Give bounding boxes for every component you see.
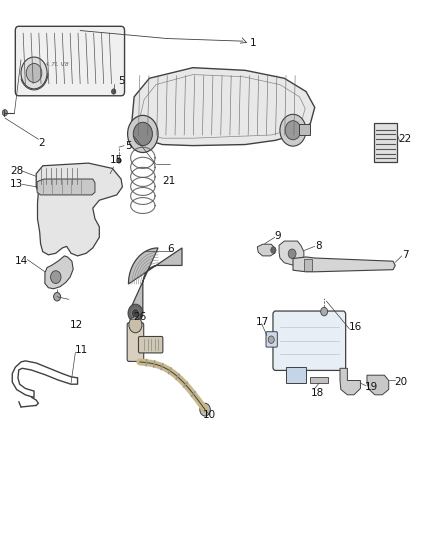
Text: 22: 22 (399, 134, 412, 144)
Polygon shape (293, 257, 395, 272)
FancyBboxPatch shape (374, 123, 397, 161)
FancyBboxPatch shape (266, 332, 277, 347)
Text: 4.7L V8: 4.7L V8 (45, 62, 69, 67)
Circle shape (128, 304, 143, 322)
Text: 13: 13 (10, 179, 23, 189)
Text: 7: 7 (402, 250, 408, 260)
FancyBboxPatch shape (138, 336, 163, 353)
Text: 28: 28 (10, 166, 23, 176)
Text: 6: 6 (168, 244, 174, 254)
Circle shape (321, 308, 328, 316)
Text: 9: 9 (275, 231, 281, 241)
Text: 20: 20 (394, 376, 407, 386)
Polygon shape (128, 248, 182, 313)
FancyBboxPatch shape (299, 124, 310, 135)
Circle shape (129, 317, 142, 333)
Text: 21: 21 (162, 175, 176, 185)
Text: 26: 26 (133, 312, 146, 322)
FancyBboxPatch shape (304, 259, 312, 271)
Circle shape (26, 63, 42, 83)
Polygon shape (367, 375, 389, 395)
Text: 10: 10 (202, 410, 215, 420)
Circle shape (200, 403, 210, 416)
Circle shape (133, 122, 152, 146)
Polygon shape (257, 244, 275, 256)
Circle shape (53, 293, 60, 301)
Circle shape (285, 120, 301, 140)
Circle shape (268, 336, 274, 343)
Polygon shape (279, 241, 304, 265)
Circle shape (50, 271, 61, 284)
Polygon shape (37, 179, 95, 195)
Polygon shape (45, 256, 73, 289)
Text: 12: 12 (70, 320, 83, 330)
FancyBboxPatch shape (273, 311, 346, 370)
Circle shape (21, 57, 47, 89)
Text: 15: 15 (110, 156, 123, 165)
Circle shape (117, 158, 121, 163)
Text: 17: 17 (256, 317, 269, 327)
Polygon shape (340, 368, 360, 395)
Polygon shape (132, 68, 315, 146)
FancyBboxPatch shape (127, 322, 144, 361)
Circle shape (127, 115, 158, 152)
Circle shape (271, 247, 276, 253)
Circle shape (2, 110, 7, 116)
Circle shape (131, 309, 139, 318)
Text: 19: 19 (365, 382, 378, 392)
Text: 11: 11 (74, 345, 88, 356)
Text: 1: 1 (250, 38, 256, 48)
Circle shape (288, 249, 296, 259)
Text: 16: 16 (349, 322, 362, 332)
Polygon shape (286, 367, 306, 383)
Circle shape (112, 89, 116, 94)
Text: 14: 14 (14, 256, 28, 266)
Text: 2: 2 (39, 138, 45, 148)
Text: 5: 5 (118, 76, 125, 86)
Text: 18: 18 (311, 387, 325, 398)
Circle shape (280, 114, 306, 146)
Polygon shape (36, 163, 122, 256)
Polygon shape (311, 377, 328, 383)
Text: 8: 8 (316, 241, 322, 252)
Text: 5: 5 (125, 141, 132, 151)
FancyBboxPatch shape (15, 26, 124, 96)
